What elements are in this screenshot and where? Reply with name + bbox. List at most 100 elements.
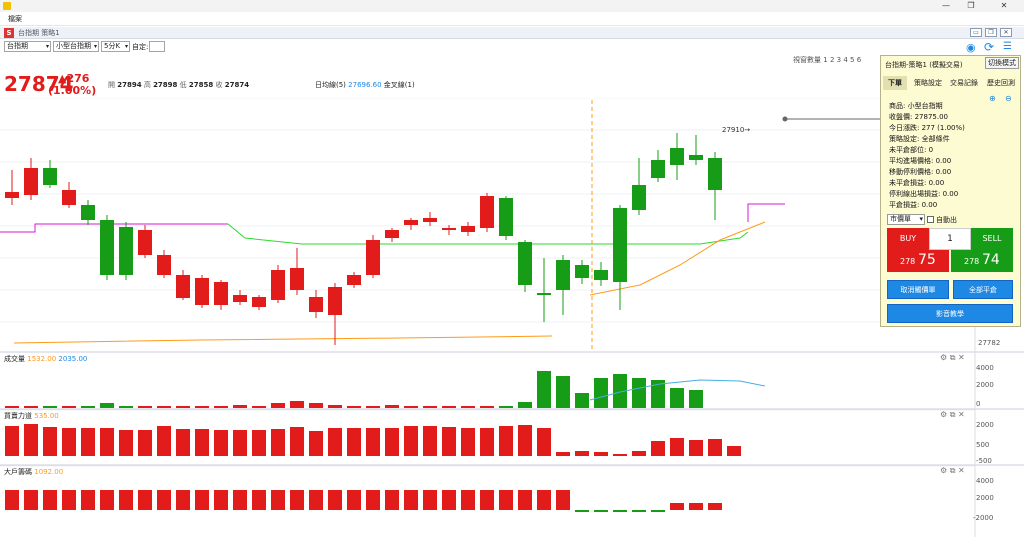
settings-icon[interactable]: ⚙ <box>940 353 948 362</box>
low-value: 27858 <box>188 81 214 89</box>
settings-icon[interactable]: ⚙ <box>940 466 948 475</box>
close-all-button[interactable]: 全部平倉 <box>953 280 1013 299</box>
close-label: 收 <box>215 81 223 89</box>
order-type-select[interactable]: 市價單 ▾ <box>887 214 925 225</box>
close-icon[interactable]: ✕ <box>957 353 965 362</box>
interval-select[interactable]: 5分K ▾ <box>101 41 130 52</box>
bigplayer-bar <box>214 490 228 510</box>
settings-icon[interactable]: ⚙ <box>940 410 948 419</box>
buysell-bar <box>347 428 361 456</box>
volume-bar <box>100 403 114 408</box>
bigplayer-tick-bottom: -2000 <box>973 514 994 522</box>
panel-header: 台指期-策略1 (模擬交易) <box>885 61 963 69</box>
tab-records[interactable]: 交易記錄 <box>950 79 978 87</box>
quantity-input[interactable]: 1 <box>929 228 971 250</box>
video-tutorial-button[interactable]: 影音教學 <box>887 304 1013 323</box>
candle-body <box>252 297 266 307</box>
window-count-5[interactable]: 5 <box>850 56 855 64</box>
volume-bar <box>233 405 247 408</box>
zoom-in-icon[interactable]: ⊕ <box>989 94 996 103</box>
buysell-bar <box>309 431 323 456</box>
buysell-bar <box>404 426 418 456</box>
sell-price-small: 278 <box>964 257 980 266</box>
bigplayer-bar <box>195 490 209 510</box>
chart-window-title: 台指期 策略1 <box>18 29 60 37</box>
volume-bar <box>138 406 152 408</box>
user-list-icon[interactable]: ☰ <box>1003 41 1012 52</box>
product-select-value: 小型台指期 <box>56 42 91 50</box>
volume-bar <box>271 403 285 408</box>
candle-body <box>404 220 418 225</box>
zoom-out-icon[interactable]: ⊖ <box>1005 94 1012 103</box>
info-trailing: 移動停利價格: 0.00 <box>889 168 952 176</box>
sell-price-box[interactable]: 278 74 <box>951 250 1013 272</box>
buysell-bar <box>119 430 133 456</box>
candle-body <box>461 226 475 232</box>
candle-body <box>271 270 285 300</box>
volume-bar <box>328 405 342 408</box>
sell-button[interactable]: SELL <box>971 228 1013 250</box>
ohlc-row: 開 27894 高 27898 低 27858 收 27874 <box>108 80 249 90</box>
tab-backtest[interactable]: 歷史回測 <box>987 79 1015 87</box>
popout-icon[interactable]: ⧉ <box>949 410 956 419</box>
candle-body <box>309 297 323 312</box>
refresh-icon[interactable]: ⟳ <box>984 40 995 54</box>
window-close-icon[interactable]: ✕ <box>1000 28 1012 37</box>
trading-panel: 台指期-策略1 (模擬交易) 切換模式 下單 策略設定 交易記錄 歷史回測 ⊕ … <box>880 55 1021 327</box>
product-select[interactable]: 小型台指期 ▾ <box>53 41 99 52</box>
candle-body <box>575 265 589 278</box>
buysell-value: 535.00 <box>34 412 59 420</box>
crosshair-dot <box>782 116 788 122</box>
tab-order[interactable]: 下單 <box>883 76 907 90</box>
bigplayer-bar <box>537 490 551 510</box>
popout-icon[interactable]: ⧉ <box>949 466 956 475</box>
volume-bar <box>43 406 57 408</box>
maximize-button[interactable]: ❐ <box>967 1 975 10</box>
window-minimize-icon[interactable]: ▭ <box>970 28 982 37</box>
window-count-6[interactable]: 6 <box>856 56 862 64</box>
chart-window-header: S 台指期 策略1 ▭ ❐ ✕ <box>0 27 1024 39</box>
window-count-1[interactable]: 1 <box>823 56 828 64</box>
sell-price-big: 74 <box>982 252 1000 268</box>
close-button[interactable]: ✕ <box>1000 1 1008 10</box>
close-icon[interactable]: ✕ <box>957 410 965 419</box>
auto-exit-checkbox[interactable] <box>927 216 934 223</box>
buy-button[interactable]: BUY <box>887 228 929 250</box>
buysell-bar <box>138 430 152 456</box>
candle-body <box>613 208 627 282</box>
price-change-pct: (1.00%) <box>48 84 97 97</box>
candle-body <box>214 282 228 305</box>
custom-interval-input[interactable] <box>149 41 165 52</box>
buysell-panel-tools: ⚙ ⧉ ✕ <box>940 410 965 420</box>
bigplayer-bar <box>347 490 361 510</box>
cancel-trigger-button[interactable]: 取消觸價單 <box>887 280 949 299</box>
golden-line-label: 金叉線(1) <box>383 81 415 89</box>
close-icon[interactable]: ✕ <box>957 466 965 475</box>
menu-file[interactable]: 檔案 <box>8 15 22 23</box>
symbol-select[interactable]: 台指期 ▾ <box>4 41 51 52</box>
buysell-title: 買賣力道 <box>4 412 32 420</box>
window-restore-icon[interactable]: ❐ <box>985 28 997 37</box>
window-count-4[interactable]: 4 <box>843 56 848 64</box>
info-position: 未平倉部位: 0 <box>889 146 934 154</box>
tab-strategy[interactable]: 策略設定 <box>914 79 942 87</box>
buy-price-small: 278 <box>900 257 916 266</box>
app-logo-icon: S <box>4 28 14 38</box>
volume-bar <box>290 401 304 408</box>
buysell-bar <box>5 426 19 456</box>
signal-icon[interactable]: ◉ <box>966 41 976 54</box>
window-count-2[interactable]: 2 <box>829 56 835 64</box>
buysell-legend: 買賣力道 535.00 <box>4 411 59 421</box>
price-chart[interactable] <box>0 98 1024 537</box>
volume-bar <box>366 406 380 408</box>
switch-mode-button[interactable]: 切換模式 <box>985 57 1019 69</box>
minimize-button[interactable]: — <box>942 1 950 10</box>
volume-bar <box>195 406 209 408</box>
buy-price-box[interactable]: 278 75 <box>887 250 949 272</box>
info-tp-exit: 停利線出場損益: 0.00 <box>889 190 959 198</box>
popout-icon[interactable]: ⧉ <box>949 353 956 362</box>
window-count-3[interactable]: 3 <box>836 56 842 64</box>
volume-bar <box>62 406 76 408</box>
candle-body <box>423 218 437 222</box>
bigplayer-tick-mid: 2000 <box>976 494 994 502</box>
